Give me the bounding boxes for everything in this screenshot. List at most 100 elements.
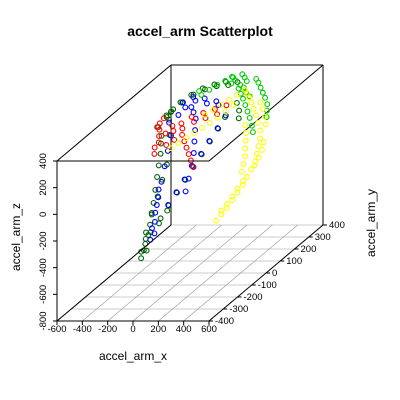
- data-point: [230, 102, 237, 108]
- y-tick-label: -400: [215, 316, 234, 327]
- data-point: [214, 111, 221, 118]
- data-point: [192, 97, 199, 104]
- data-point: [218, 207, 225, 214]
- data-point: [210, 107, 217, 114]
- x-tick-label: -600: [47, 324, 66, 335]
- data-point: [202, 112, 209, 119]
- data-point: [239, 71, 246, 78]
- data-point: [244, 174, 250, 180]
- z-tick-label: -200: [38, 231, 49, 250]
- data-point: [166, 116, 173, 123]
- data-point: [198, 150, 205, 157]
- data-point: [246, 114, 253, 121]
- data-point: [155, 162, 162, 169]
- data-point: [242, 122, 249, 129]
- data-point: [173, 189, 180, 196]
- data-point: [157, 150, 164, 157]
- data-point: [238, 168, 245, 175]
- data-point: [175, 112, 182, 118]
- x-tick-label: 600: [201, 324, 217, 335]
- data-point: [151, 150, 158, 157]
- data-point: [248, 166, 255, 173]
- box-edge: [56, 64, 172, 162]
- y-tick-label: 400: [329, 220, 345, 231]
- x-tick-label: 0: [130, 324, 135, 335]
- data-point: [214, 125, 221, 132]
- data-point: [188, 162, 195, 169]
- data-point: [242, 153, 249, 160]
- data-point: [168, 132, 174, 139]
- data-point: [215, 102, 222, 108]
- data-point: [255, 143, 262, 150]
- data-point: [218, 211, 225, 218]
- data-point: [261, 113, 268, 120]
- data-point: [143, 247, 150, 254]
- data-point: [240, 160, 247, 167]
- data-point: [252, 112, 259, 119]
- data-point: [244, 108, 251, 115]
- data-point: [152, 186, 159, 193]
- data-point: [154, 124, 161, 131]
- data-point: [228, 80, 235, 87]
- data-point: [252, 158, 259, 165]
- data-point: [243, 130, 250, 136]
- data-point: [234, 185, 241, 192]
- data-point: [202, 115, 209, 122]
- data-point: [229, 193, 236, 200]
- data-point: [155, 139, 162, 146]
- data-point: [180, 99, 186, 106]
- data-point: [206, 119, 213, 126]
- data-point: [239, 181, 246, 188]
- data-point: [255, 154, 262, 161]
- data-point: [240, 177, 246, 184]
- data-point: [190, 109, 197, 116]
- data-point: [259, 105, 266, 112]
- data-point: [165, 202, 172, 208]
- data-point: [157, 215, 164, 222]
- data-point: [171, 136, 178, 143]
- data-point: [251, 162, 258, 169]
- y-tick-label: -200: [244, 292, 263, 303]
- data-point: [241, 86, 248, 93]
- data-point: [190, 150, 197, 156]
- data-point: [242, 145, 249, 152]
- data-point: [166, 119, 173, 126]
- data-point: [255, 79, 262, 86]
- x-axis-label: accel_arm_x: [99, 349, 167, 363]
- data-point: [255, 119, 262, 126]
- data-point: [138, 255, 145, 262]
- data-point: [190, 163, 197, 170]
- data-point: [175, 140, 182, 147]
- data-point: [167, 145, 174, 152]
- x-tick-label: -200: [98, 324, 117, 335]
- data-point: [158, 178, 165, 185]
- data-point: [214, 114, 221, 121]
- y-axis-label: accel_arm_y: [364, 189, 378, 257]
- axis-ticks: -600 -400 -200 0 200 400 600-400-300-200-10001…: [38, 153, 345, 335]
- x-tick-label: -400: [73, 324, 92, 335]
- data-point: [188, 113, 195, 120]
- data-point: [229, 197, 236, 204]
- data-point: [163, 142, 170, 148]
- x-tick-label: 200: [150, 324, 166, 335]
- data-point: [235, 115, 242, 122]
- data-point: [191, 118, 197, 125]
- z-axis-label: accel_arm_z: [9, 203, 23, 271]
- z-tick-label: 0: [38, 212, 49, 217]
- data-point: [155, 186, 162, 193]
- data-point: [222, 112, 229, 119]
- data-point: [181, 176, 188, 183]
- data-point: [262, 121, 269, 128]
- z-tick-label: -800: [38, 311, 49, 330]
- data-point: [151, 144, 158, 151]
- data-point: [234, 189, 241, 196]
- data-point: [151, 230, 158, 237]
- x-tick-label: 400: [176, 324, 192, 335]
- data-point: [164, 207, 171, 214]
- data-point: [232, 77, 239, 84]
- data-point: [178, 120, 185, 127]
- box-back-edges: [56, 64, 324, 225]
- data-point: [214, 81, 221, 88]
- data-point: [190, 91, 197, 98]
